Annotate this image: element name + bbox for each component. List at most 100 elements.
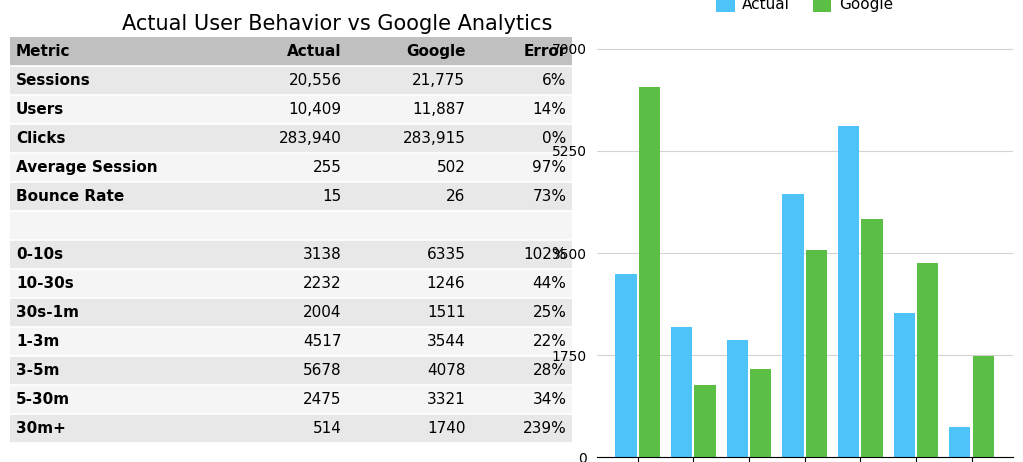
FancyBboxPatch shape — [10, 66, 224, 95]
FancyBboxPatch shape — [10, 269, 224, 298]
FancyBboxPatch shape — [348, 95, 471, 124]
Text: 3138: 3138 — [303, 247, 342, 262]
Text: 10,409: 10,409 — [288, 102, 342, 117]
FancyBboxPatch shape — [348, 182, 471, 211]
Text: Bounce Rate: Bounce Rate — [15, 189, 124, 204]
Text: 20,556: 20,556 — [288, 73, 342, 88]
Text: 1-3m: 1-3m — [15, 334, 59, 349]
FancyBboxPatch shape — [224, 124, 348, 153]
FancyBboxPatch shape — [471, 37, 572, 66]
Text: 283,915: 283,915 — [402, 131, 465, 146]
FancyBboxPatch shape — [348, 385, 471, 414]
FancyBboxPatch shape — [10, 327, 224, 356]
FancyBboxPatch shape — [224, 182, 348, 211]
Bar — [806, 250, 827, 457]
Bar — [917, 263, 938, 457]
FancyBboxPatch shape — [471, 182, 572, 211]
Text: Actual User Behavior vs Google Analytics: Actual User Behavior vs Google Analytics — [123, 14, 552, 34]
FancyBboxPatch shape — [10, 95, 224, 124]
Text: 502: 502 — [437, 160, 465, 175]
FancyBboxPatch shape — [348, 327, 471, 356]
Bar — [894, 313, 915, 457]
Text: 4517: 4517 — [303, 334, 342, 349]
Text: 1740: 1740 — [427, 421, 465, 436]
Text: 22%: 22% — [533, 334, 567, 349]
FancyBboxPatch shape — [348, 66, 471, 95]
FancyBboxPatch shape — [224, 37, 348, 66]
FancyBboxPatch shape — [471, 385, 572, 414]
Text: 5-30m: 5-30m — [15, 392, 70, 407]
FancyBboxPatch shape — [224, 211, 348, 240]
Text: 44%: 44% — [533, 276, 567, 291]
FancyBboxPatch shape — [348, 298, 471, 327]
FancyBboxPatch shape — [471, 269, 572, 298]
Text: 30s-1m: 30s-1m — [15, 305, 79, 320]
Text: Sessions: Sessions — [15, 73, 91, 88]
Text: 30m+: 30m+ — [15, 421, 65, 436]
Text: Clicks: Clicks — [15, 131, 65, 146]
Bar — [638, 87, 660, 457]
FancyBboxPatch shape — [471, 153, 572, 182]
FancyBboxPatch shape — [10, 37, 224, 66]
Text: 28%: 28% — [533, 363, 567, 378]
FancyBboxPatch shape — [224, 385, 348, 414]
Text: 3321: 3321 — [427, 392, 465, 407]
FancyBboxPatch shape — [224, 298, 348, 327]
FancyBboxPatch shape — [471, 95, 572, 124]
Text: 3544: 3544 — [427, 334, 465, 349]
Bar — [838, 126, 859, 457]
Bar — [616, 274, 636, 457]
FancyBboxPatch shape — [224, 327, 348, 356]
FancyBboxPatch shape — [471, 240, 572, 269]
FancyBboxPatch shape — [224, 269, 348, 298]
Bar — [750, 369, 771, 457]
Text: 1246: 1246 — [427, 276, 465, 291]
Text: 0-10s: 0-10s — [15, 247, 63, 262]
Bar — [671, 327, 693, 457]
FancyBboxPatch shape — [471, 124, 572, 153]
FancyBboxPatch shape — [10, 153, 224, 182]
Text: 73%: 73% — [533, 189, 567, 204]
FancyBboxPatch shape — [10, 240, 224, 269]
FancyBboxPatch shape — [348, 269, 471, 298]
Text: 10-30s: 10-30s — [15, 276, 74, 291]
FancyBboxPatch shape — [348, 124, 471, 153]
Bar — [726, 340, 748, 457]
Text: 255: 255 — [313, 160, 342, 175]
Text: Users: Users — [15, 102, 64, 117]
FancyBboxPatch shape — [10, 298, 224, 327]
Bar — [861, 219, 883, 457]
Text: 283,940: 283,940 — [279, 131, 342, 146]
Text: 6%: 6% — [542, 73, 567, 88]
Text: 11,887: 11,887 — [412, 102, 465, 117]
FancyBboxPatch shape — [224, 356, 348, 385]
Text: 102%: 102% — [523, 247, 567, 262]
Text: 14%: 14% — [533, 102, 567, 117]
FancyBboxPatch shape — [471, 356, 572, 385]
Text: 2475: 2475 — [303, 392, 342, 407]
Text: 5678: 5678 — [303, 363, 342, 378]
FancyBboxPatch shape — [471, 327, 572, 356]
FancyBboxPatch shape — [471, 298, 572, 327]
FancyBboxPatch shape — [10, 414, 224, 443]
FancyBboxPatch shape — [224, 240, 348, 269]
Text: 2232: 2232 — [303, 276, 342, 291]
FancyBboxPatch shape — [224, 66, 348, 95]
Text: 25%: 25% — [533, 305, 567, 320]
FancyBboxPatch shape — [471, 414, 572, 443]
Text: Actual: Actual — [287, 44, 342, 59]
Text: Error: Error — [523, 44, 567, 59]
FancyBboxPatch shape — [348, 153, 471, 182]
FancyBboxPatch shape — [348, 240, 471, 269]
Text: 15: 15 — [322, 189, 342, 204]
Text: 26: 26 — [446, 189, 465, 204]
Text: Average Session: Average Session — [15, 160, 158, 175]
Text: 21,775: 21,775 — [412, 73, 465, 88]
FancyBboxPatch shape — [224, 95, 348, 124]
Text: Metric: Metric — [15, 44, 71, 59]
FancyBboxPatch shape — [224, 414, 348, 443]
Text: 34%: 34% — [533, 392, 567, 407]
Text: 4078: 4078 — [427, 363, 465, 378]
Text: 0%: 0% — [542, 131, 567, 146]
FancyBboxPatch shape — [348, 211, 471, 240]
